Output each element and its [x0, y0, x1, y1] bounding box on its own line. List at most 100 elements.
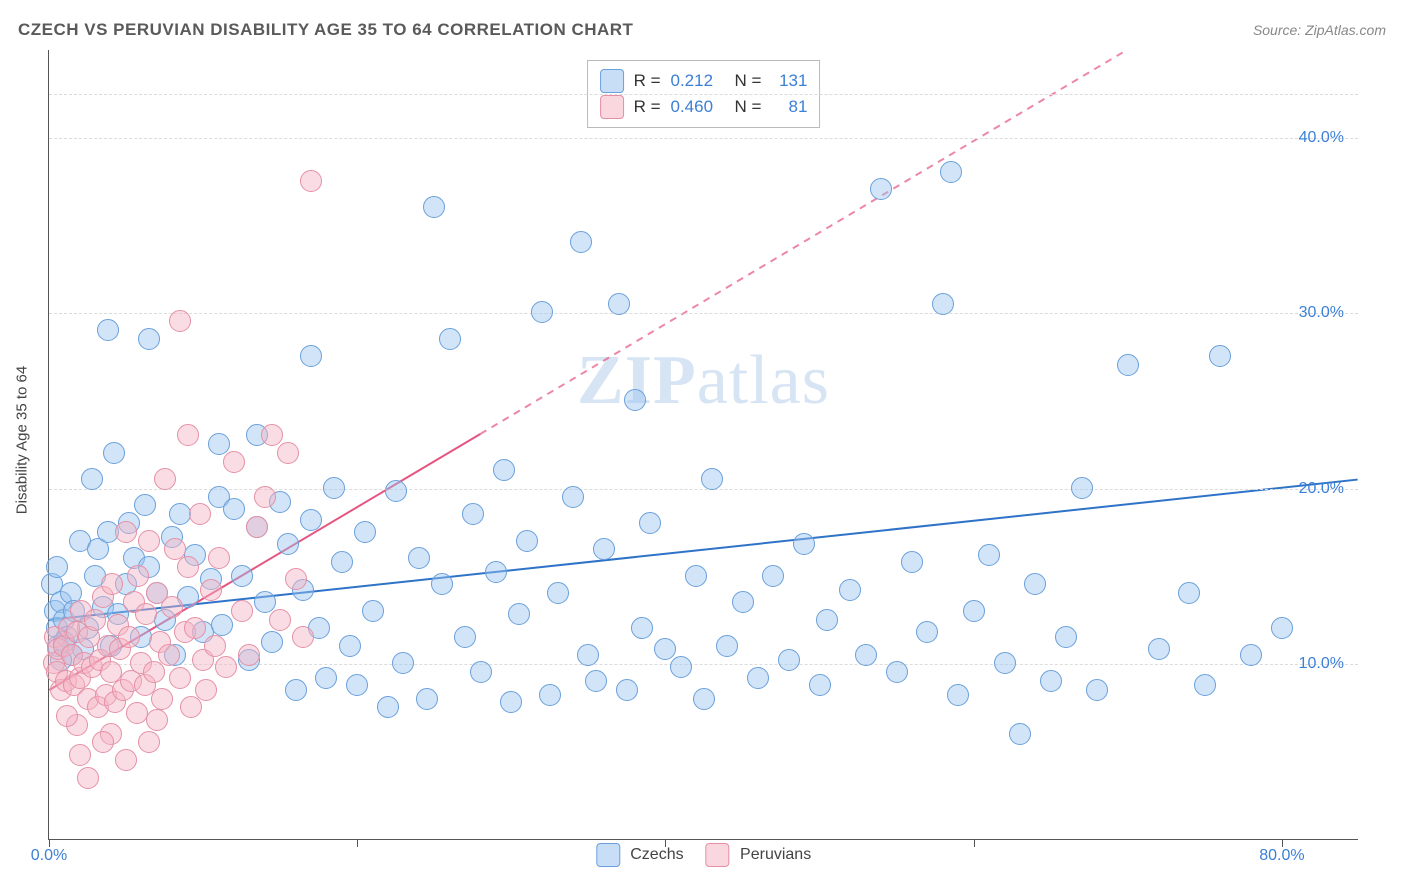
scatter-point [81, 468, 103, 490]
scatter-point [84, 609, 106, 631]
scatter-point [585, 670, 607, 692]
legend-swatch-peruvians-icon [706, 843, 730, 867]
scatter-point [1009, 723, 1031, 745]
scatter-point [138, 328, 160, 350]
scatter-point [231, 565, 253, 587]
scatter-point [177, 556, 199, 578]
scatter-point [470, 661, 492, 683]
r-value-czechs: 0.212 [671, 71, 725, 91]
scatter-point [208, 547, 230, 569]
gridline-h [49, 489, 1358, 490]
legend-row-peruvians: R = 0.460 N = 81 [600, 95, 808, 119]
watermark-atlas: atlas [697, 342, 830, 419]
scatter-point [169, 503, 191, 525]
scatter-point [377, 696, 399, 718]
scatter-point [97, 319, 119, 341]
scatter-point [508, 603, 530, 625]
chart-title: CZECH VS PERUVIAN DISABILITY AGE 35 TO 6… [18, 20, 633, 40]
scatter-point [134, 494, 156, 516]
scatter-point [1117, 354, 1139, 376]
scatter-point [886, 661, 908, 683]
scatter-point [151, 688, 173, 710]
scatter-point [570, 231, 592, 253]
scatter-point [901, 551, 923, 573]
scatter-point [362, 600, 384, 622]
scatter-point [254, 591, 276, 613]
scatter-point [531, 301, 553, 323]
r-label: R = [634, 71, 661, 91]
y-tick-label: 30.0% [1299, 304, 1344, 322]
n-label: N = [735, 71, 762, 91]
scatter-point [184, 617, 206, 639]
scatter-point [593, 538, 615, 560]
scatter-point [855, 644, 877, 666]
scatter-point [809, 674, 831, 696]
scatter-point [624, 389, 646, 411]
scatter-point [978, 544, 1000, 566]
scatter-point [115, 521, 137, 543]
legend-swatch-czechs-icon [596, 843, 620, 867]
scatter-point [577, 644, 599, 666]
legend-swatch-peruvians [600, 95, 624, 119]
gridline-h [49, 313, 1358, 314]
scatter-point [285, 568, 307, 590]
scatter-point [146, 709, 168, 731]
scatter-point [1024, 573, 1046, 595]
n-value-czechs: 131 [771, 71, 807, 91]
scatter-point [215, 656, 237, 678]
r-value-peruvians: 0.460 [671, 97, 725, 117]
x-tick [357, 839, 358, 847]
scatter-point [485, 561, 507, 583]
scatter-point [300, 170, 322, 192]
scatter-point [385, 480, 407, 502]
scatter-point [101, 573, 123, 595]
scatter-point [631, 617, 653, 639]
scatter-point [547, 582, 569, 604]
scatter-point [169, 667, 191, 689]
scatter-point [716, 635, 738, 657]
scatter-point [118, 626, 140, 648]
scatter-point [261, 424, 283, 446]
scatter-point [69, 744, 91, 766]
scatter-point [223, 451, 245, 473]
series-legend: Czechs Peruvians [596, 843, 811, 867]
chart-container: CZECH VS PERUVIAN DISABILITY AGE 35 TO 6… [0, 0, 1406, 892]
scatter-point [439, 328, 461, 350]
scatter-point [616, 679, 638, 701]
scatter-point [932, 293, 954, 315]
scatter-point [254, 486, 276, 508]
y-tick-label: 40.0% [1299, 129, 1344, 147]
scatter-point [562, 486, 584, 508]
scatter-point [169, 310, 191, 332]
scatter-point [462, 503, 484, 525]
scatter-point [916, 621, 938, 643]
x-tick [49, 839, 50, 847]
scatter-point [454, 626, 476, 648]
legend-item-peruvians: Peruvians [706, 843, 812, 867]
scatter-point [292, 626, 314, 648]
scatter-point [1209, 345, 1231, 367]
scatter-point [277, 533, 299, 555]
scatter-point [189, 503, 211, 525]
x-tick-label: 80.0% [1259, 847, 1304, 865]
scatter-point [354, 521, 376, 543]
scatter-point [127, 565, 149, 587]
legend-row-czechs: R = 0.212 N = 131 [600, 69, 808, 93]
scatter-point [408, 547, 430, 569]
scatter-point [516, 530, 538, 552]
scatter-point [238, 644, 260, 666]
scatter-point [940, 161, 962, 183]
scatter-point [539, 684, 561, 706]
scatter-point [115, 749, 137, 771]
scatter-point [639, 512, 661, 534]
scatter-point [177, 424, 199, 446]
scatter-point [103, 442, 125, 464]
scatter-point [685, 565, 707, 587]
n-value-peruvians: 81 [771, 97, 807, 117]
y-axis-label: Disability Age 35 to 64 [14, 366, 31, 514]
gridline-h [49, 94, 1358, 95]
scatter-point [963, 600, 985, 622]
scatter-point [277, 442, 299, 464]
scatter-point [701, 468, 723, 490]
scatter-point [423, 196, 445, 218]
